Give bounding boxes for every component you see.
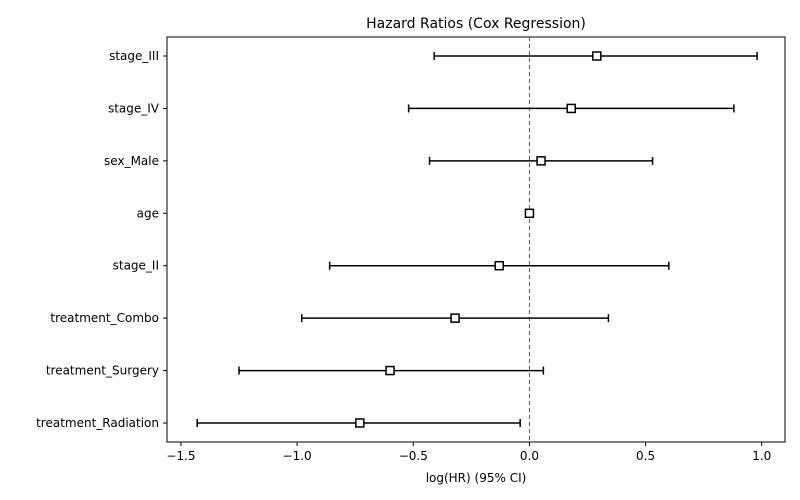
y-tick-label: stage_IV	[108, 101, 160, 115]
chart-title: Hazard Ratios (Cox Regression)	[366, 16, 586, 32]
y-tick-label: treatment_Combo	[50, 311, 159, 325]
x-tick-label: 0.5	[636, 449, 655, 463]
x-tick-label: −1.5	[166, 449, 195, 463]
coef-marker	[385, 365, 395, 376]
coef-marker	[355, 418, 365, 428]
y-tick-label: treatment_Radiation	[36, 416, 159, 430]
coef-marker	[494, 260, 504, 271]
axes-frame	[166, 36, 786, 443]
y-tick-label: stage_II	[113, 259, 159, 273]
y-tick-label: sex_Male	[104, 154, 159, 168]
x-tick-label: 0.0	[520, 449, 539, 463]
y-tick-label: age	[137, 206, 159, 220]
y-tick-label: stage_III	[109, 49, 159, 63]
coef-marker	[524, 208, 535, 219]
coef-marker	[536, 156, 546, 166]
x-tick-label: −0.5	[399, 449, 428, 463]
coef-marker	[566, 103, 577, 114]
y-tick-label: treatment_Surgery	[46, 364, 159, 378]
x-axis-label: log(HR) (95% CI)	[426, 471, 527, 485]
coef-marker	[592, 51, 602, 61]
coef-marker	[450, 313, 460, 323]
plot-area: −1.5 −1.0 −0.5 0.0 0.5 1.0 stage_III stage_IVse…	[36, 36, 786, 463]
x-tick-label: −1.0	[283, 449, 312, 463]
x-tick-label: 1.0	[752, 449, 771, 463]
